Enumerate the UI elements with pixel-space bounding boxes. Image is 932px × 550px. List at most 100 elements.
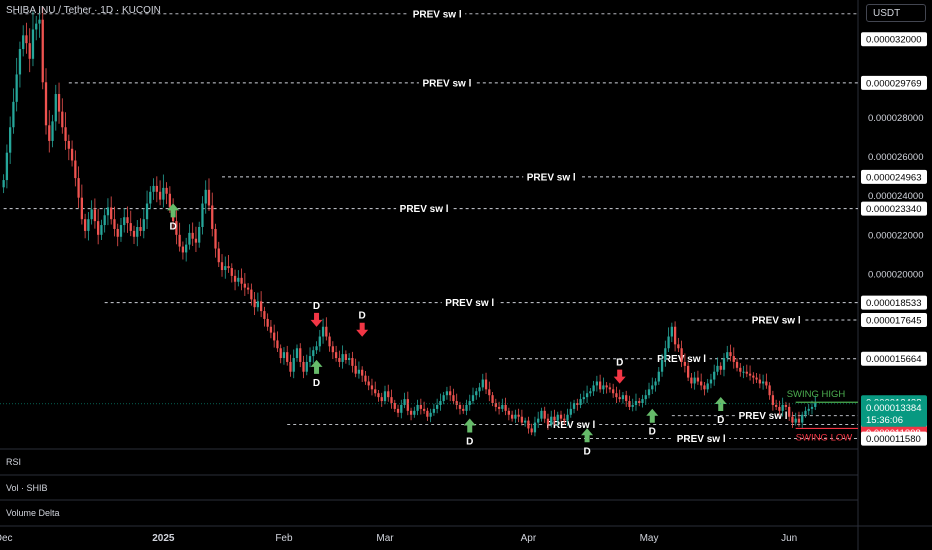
candle-body (132, 230, 136, 237)
candle-body (739, 367, 742, 372)
price-tag-text: 0.000029769 (866, 78, 921, 89)
candle-body (31, 29, 35, 59)
candle-body (804, 410, 807, 415)
candle-body (361, 369, 364, 376)
candle-body (638, 401, 641, 404)
candle-body (292, 358, 295, 372)
candle-body (318, 336, 321, 347)
candle-body (765, 381, 768, 386)
candle-body (598, 381, 602, 390)
candle-body (83, 219, 87, 231)
candle-body (494, 403, 497, 407)
candle-body (44, 82, 48, 126)
candle-body (191, 232, 194, 239)
candle-body (784, 404, 788, 407)
prev-swing-label: PREV sw l (400, 204, 449, 215)
candle-body (559, 414, 563, 419)
candle-body (315, 346, 318, 351)
candle-body (507, 410, 510, 415)
candle-body (416, 404, 419, 411)
candle-body (761, 381, 765, 384)
candle-body (25, 35, 28, 44)
price-tag-text: 0.000015664 (866, 354, 921, 365)
candle-body (269, 326, 273, 333)
candle-body (527, 420, 530, 429)
candle-body (273, 332, 276, 341)
candle-body (612, 389, 615, 394)
volume-pane-label[interactable]: Vol · SHIB (6, 483, 48, 493)
buy-arrow-icon (581, 428, 594, 443)
candle-body (660, 359, 664, 372)
candle-body (100, 225, 103, 235)
candle-body (51, 121, 54, 141)
candle-body (400, 404, 403, 413)
candle-body (664, 348, 667, 360)
candle-body (110, 207, 113, 220)
candle-body (5, 152, 9, 181)
candle-body (452, 395, 455, 402)
candle-body (344, 354, 348, 360)
symbol-title[interactable]: SHIBA INU / Tether · 1D · KUCOIN (6, 5, 161, 16)
candle-body (308, 356, 312, 362)
candle-body (175, 221, 178, 235)
candle-body (670, 326, 673, 337)
candle-body (801, 414, 804, 423)
candle-body (295, 348, 299, 359)
candle-body (810, 406, 814, 409)
candle-body (690, 377, 693, 384)
candle-body (481, 379, 484, 388)
currency-selector[interactable]: USDT (866, 4, 926, 22)
candle-body (484, 379, 488, 390)
price-tag (861, 312, 927, 327)
candle-body (442, 395, 445, 402)
candle-body (680, 348, 683, 362)
candle-body (543, 410, 546, 419)
candle-body (589, 391, 592, 394)
candle-body (305, 361, 308, 372)
candle-body (28, 43, 31, 59)
candle-body (338, 358, 341, 362)
candle-body (752, 375, 755, 378)
candle-body (188, 232, 191, 245)
candle-body (145, 203, 149, 220)
candle-body (471, 395, 475, 402)
candle-body (113, 219, 116, 229)
candle-body (814, 403, 817, 407)
candle-body (771, 395, 775, 405)
candle-body (93, 209, 97, 222)
price-tag (861, 201, 927, 216)
candle-body (48, 125, 51, 141)
candle-body (654, 381, 657, 386)
candle-body (788, 406, 791, 417)
candle-body (455, 401, 458, 405)
candle-body (201, 203, 204, 227)
candle-body (35, 23, 38, 30)
current-price-tag (861, 400, 927, 427)
rsi-pane-label[interactable]: RSI (6, 457, 22, 467)
candle-body (781, 404, 784, 411)
candle-body (445, 391, 449, 396)
price-tag (861, 431, 927, 446)
candle-body (181, 246, 185, 253)
candle-body (686, 365, 690, 378)
prev-swing-label: PREV sw l (422, 78, 471, 89)
candle-body (341, 354, 344, 362)
candle-body (742, 371, 745, 373)
candle-body (491, 395, 494, 404)
candle-body (436, 404, 439, 409)
candle-body (726, 352, 729, 359)
candle-body (178, 234, 181, 247)
candle-body (321, 326, 325, 337)
volume-delta-pane-label[interactable]: Volume Delta (6, 508, 60, 518)
x-tick-label: 2025 (152, 533, 175, 544)
candle-body (409, 410, 413, 415)
candle-body (775, 404, 778, 407)
candle-body (582, 397, 585, 400)
candle-body (103, 215, 106, 226)
prev-swing-label: PREV sw l (413, 9, 462, 20)
candle-body (299, 348, 302, 362)
candle-body (595, 381, 599, 386)
candle-body (87, 219, 90, 231)
candle-body (722, 358, 726, 370)
